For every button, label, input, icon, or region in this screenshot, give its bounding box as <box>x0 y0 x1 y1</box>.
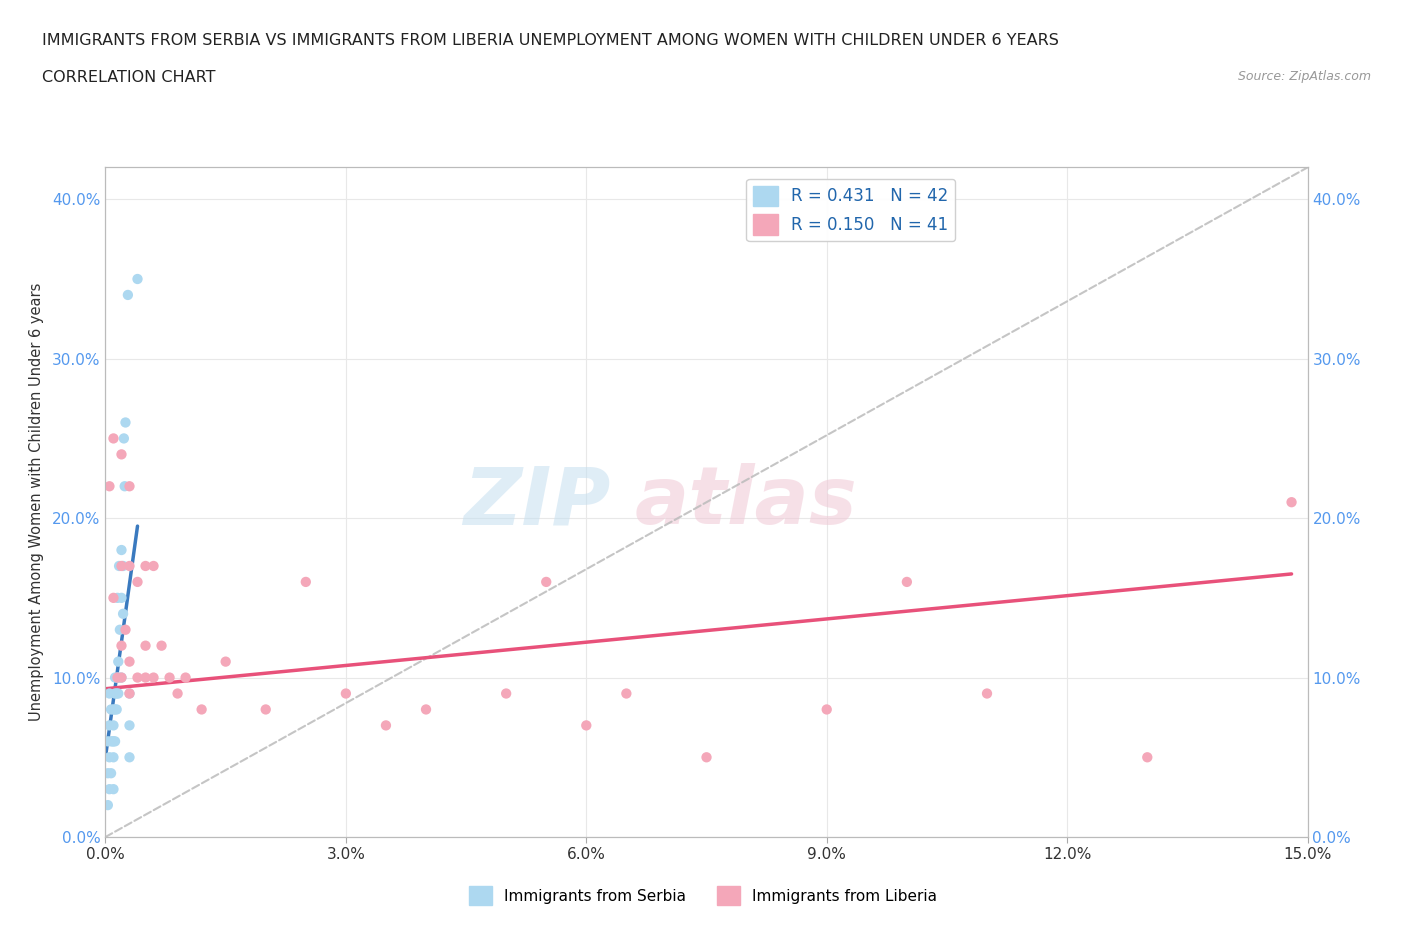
Point <box>127 575 149 590</box>
Point <box>112 431 135 445</box>
Point <box>118 654 141 669</box>
Point <box>135 638 157 653</box>
Point <box>101 734 124 749</box>
Point <box>105 702 128 717</box>
Point <box>117 287 139 302</box>
Point <box>118 559 141 574</box>
Point <box>98 750 121 764</box>
Point <box>110 671 132 685</box>
Point <box>110 638 132 653</box>
Point <box>190 702 212 717</box>
Point <box>142 671 165 685</box>
Point <box>135 671 157 685</box>
Point <box>107 686 129 701</box>
Point <box>127 671 149 685</box>
Point <box>159 671 181 685</box>
Point <box>104 702 127 717</box>
Point <box>97 798 120 813</box>
Point <box>110 591 132 605</box>
Point <box>166 686 188 701</box>
Point <box>127 272 149 286</box>
Text: Source: ZipAtlas.com: Source: ZipAtlas.com <box>1237 70 1371 83</box>
Point <box>214 654 236 669</box>
Text: IMMIGRANTS FROM SERBIA VS IMMIGRANTS FROM LIBERIA UNEMPLOYMENT AMONG WOMEN WITH : IMMIGRANTS FROM SERBIA VS IMMIGRANTS FRO… <box>42 33 1059 47</box>
Text: CORRELATION CHART: CORRELATION CHART <box>42 70 215 85</box>
Point <box>142 559 165 574</box>
Point <box>254 702 277 717</box>
Point <box>112 559 135 574</box>
Point <box>107 591 129 605</box>
Point <box>110 559 132 574</box>
Point <box>98 686 121 701</box>
Point <box>114 622 136 637</box>
Point <box>108 622 131 637</box>
Point <box>118 750 141 764</box>
Point <box>98 479 121 494</box>
Point <box>174 671 197 685</box>
Legend: R = 0.431   N = 42, R = 0.150   N = 41: R = 0.431 N = 42, R = 0.150 N = 41 <box>747 179 955 242</box>
Point <box>103 750 125 764</box>
Point <box>335 686 357 701</box>
Point <box>100 702 122 717</box>
Point <box>107 654 129 669</box>
Point <box>696 750 718 764</box>
Point <box>575 718 598 733</box>
Point <box>108 671 131 685</box>
Point <box>150 638 173 653</box>
Point <box>114 415 136 430</box>
Point <box>103 718 125 733</box>
Text: ZIP: ZIP <box>463 463 610 541</box>
Point <box>100 734 122 749</box>
Point <box>107 671 129 685</box>
Text: atlas: atlas <box>634 463 858 541</box>
Point <box>1136 750 1159 764</box>
Point <box>110 447 132 462</box>
Point <box>495 686 517 701</box>
Point <box>104 734 127 749</box>
Y-axis label: Unemployment Among Women with Children Under 6 years: Unemployment Among Women with Children U… <box>28 283 44 722</box>
Point <box>98 782 121 797</box>
Point <box>976 686 998 701</box>
Point <box>98 718 121 733</box>
Point <box>103 734 125 749</box>
Point <box>374 718 398 733</box>
Point <box>110 542 132 557</box>
Point <box>896 575 918 590</box>
Point <box>118 686 141 701</box>
Point <box>103 591 125 605</box>
Point <box>118 686 141 701</box>
Point <box>97 765 120 780</box>
Point <box>295 575 318 590</box>
Point <box>108 559 131 574</box>
Point <box>1281 495 1303 510</box>
Point <box>104 671 127 685</box>
Point <box>104 686 127 701</box>
Point <box>107 671 129 685</box>
Point <box>118 718 141 733</box>
Point <box>616 686 638 701</box>
Point <box>110 671 132 685</box>
Point <box>105 686 128 701</box>
Point <box>100 765 122 780</box>
Point <box>415 702 437 717</box>
Point <box>815 702 838 717</box>
Point <box>118 479 141 494</box>
Point <box>534 575 557 590</box>
Point <box>114 479 136 494</box>
Point <box>135 559 157 574</box>
Point <box>103 782 125 797</box>
Point <box>97 734 120 749</box>
Legend: Immigrants from Serbia, Immigrants from Liberia: Immigrants from Serbia, Immigrants from … <box>463 881 943 911</box>
Point <box>112 606 135 621</box>
Point <box>103 702 125 717</box>
Point <box>103 431 125 445</box>
